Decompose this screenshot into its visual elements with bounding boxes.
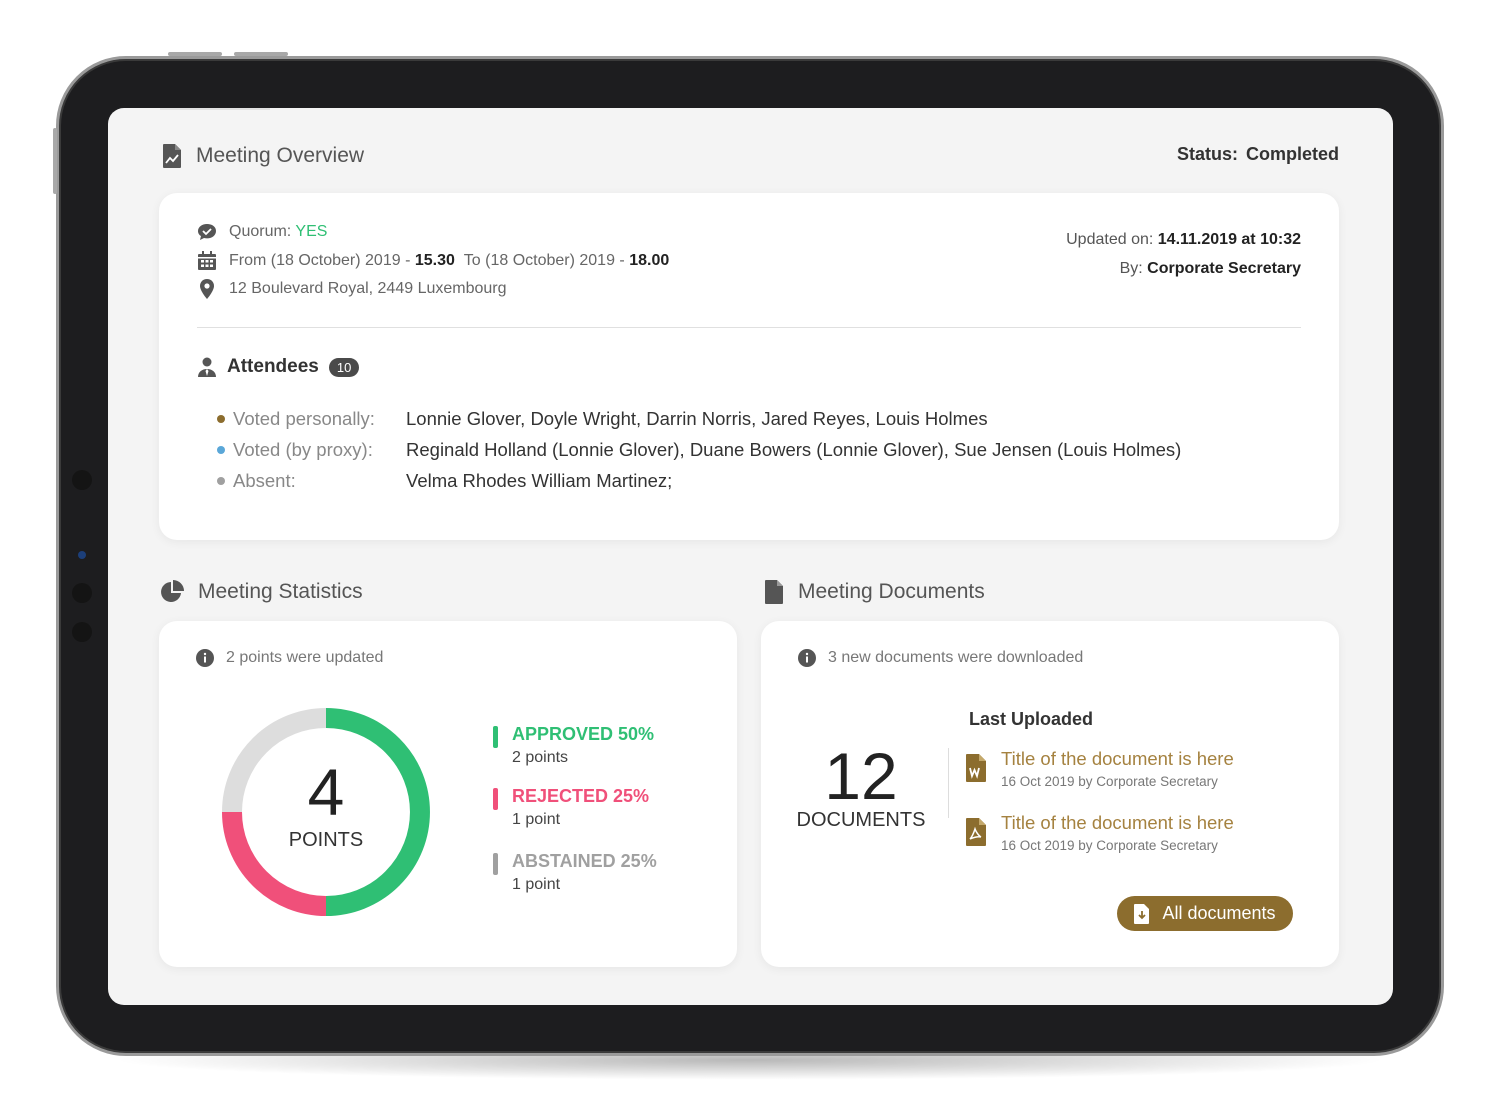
- status-label: Status:: [1176, 144, 1238, 164]
- attendees-count-badge: 10: [328, 357, 360, 377]
- status-value: Completed: [1245, 144, 1339, 164]
- status-dot: [217, 477, 225, 485]
- chat-check-icon: [198, 224, 216, 240]
- sensor: [72, 622, 92, 642]
- legend-label: ABSTAINED 25%: [512, 851, 657, 871]
- sensor: [72, 470, 92, 490]
- info-icon: [196, 649, 214, 667]
- screen: Meeting Overview Status: Completed Quorum…: [108, 108, 1393, 1005]
- attendee-row-voted-personally: Voted personally: Lonnie Glover, Doyle W…: [217, 408, 988, 430]
- statistics-header: Meeting Statistics: [160, 580, 363, 604]
- points-donut-chart: [222, 708, 430, 916]
- statistics-note-text: 2 points were updated: [226, 649, 384, 666]
- document-chart-icon: [163, 144, 181, 168]
- date-row: From (18 October) 2019 - 15.30 To (18 Oc…: [197, 251, 669, 271]
- legend-bar: [493, 726, 498, 748]
- info-icon: [798, 649, 816, 667]
- legend-sub: 1 point: [512, 876, 561, 893]
- updated-label: Updated on:: [1066, 231, 1154, 248]
- document-title-link[interactable]: Title of the document is here: [1001, 812, 1234, 833]
- donut-segment-rejected: [222, 811, 327, 916]
- all-documents-label: All documents: [1162, 903, 1276, 923]
- user-tie-icon: [198, 357, 216, 377]
- status-dot: [217, 415, 225, 423]
- donut-segment-approved: [325, 708, 430, 916]
- to-time: 18.00: [629, 252, 670, 269]
- legend-bar: [493, 853, 498, 875]
- volume-up-button: [168, 52, 222, 56]
- attendee-names: Lonnie Glover, Doyle Wright, Darrin Norr…: [406, 408, 988, 429]
- status-indicator: Status: Completed: [1177, 144, 1339, 165]
- quorum-label: Quorum:: [229, 223, 292, 240]
- legend-sub: 2 points: [512, 749, 569, 766]
- camera-lens: [78, 551, 86, 559]
- legend-label: APPROVED 50%: [512, 724, 655, 744]
- statistics-title: Meeting Statistics: [198, 580, 363, 603]
- volume-down-button: [234, 52, 288, 56]
- documents-title: Meeting Documents: [798, 580, 985, 603]
- divider: [948, 748, 949, 818]
- address: 12 Boulevard Royal, 2449 Luxembourg: [229, 280, 507, 297]
- attendee-row-absent: Absent: Velma Rhodes William Martinez;: [217, 470, 672, 492]
- pie-chart-icon: [161, 580, 184, 602]
- location-pin-icon: [200, 279, 214, 299]
- status-dot: [217, 446, 225, 454]
- documents-card: 3 new documents were downloaded 12 DOCUM…: [761, 621, 1339, 967]
- attendee-row-label: Voted (by proxy):: [233, 439, 373, 460]
- from-text: From (18 October) 2019 -: [229, 252, 415, 269]
- overview-title: Meeting Overview: [196, 144, 365, 167]
- documents-count: 12: [824, 739, 898, 813]
- document-title-link[interactable]: Title of the document is here: [1001, 748, 1234, 769]
- legend-bar: [493, 788, 498, 810]
- attendee-row-label: Voted personally:: [233, 408, 375, 429]
- word-file-icon: [966, 754, 986, 782]
- file-icon: [765, 580, 783, 604]
- attendees-header: Attendees 10: [197, 356, 360, 378]
- legend-sub: 1 point: [512, 811, 561, 828]
- updated-info: Updated on: 14.11.2019 at 10:32 By: Corp…: [1066, 225, 1301, 283]
- file-download-icon: [1134, 903, 1150, 924]
- last-uploaded-title: Last Uploaded: [969, 709, 1094, 729]
- sensor: [72, 583, 92, 603]
- points-total: 4: [307, 755, 345, 829]
- points-total-label: POINTS: [288, 829, 364, 851]
- documents-count-label: DOCUMENTS: [796, 809, 926, 831]
- all-documents-button[interactable]: All documents: [1117, 896, 1293, 931]
- donut-segment-abstained: [222, 708, 327, 813]
- statistics-note: 2 points were updated: [196, 649, 383, 667]
- overview-header: Meeting Overview: [162, 144, 364, 168]
- divider: [197, 327, 1301, 328]
- by-value: Corporate Secretary: [1147, 260, 1301, 277]
- document-meta: 16 Oct 2019 by Corporate Secretary: [1001, 774, 1218, 789]
- documents-note: 3 new documents were downloaded: [798, 649, 1083, 667]
- legend-label: REJECTED 25%: [512, 786, 650, 806]
- from-time: 15.30: [414, 252, 455, 269]
- tab-indicator: [160, 108, 270, 110]
- to-text: To (18 October) 2019 -: [463, 252, 630, 269]
- by-label: By:: [1119, 260, 1143, 277]
- documents-header: Meeting Documents: [764, 580, 985, 604]
- address-row: 12 Boulevard Royal, 2449 Luxembourg: [197, 279, 507, 299]
- quorum-row: Quorum: YES: [197, 223, 327, 241]
- attendee-names: Velma Rhodes William Martinez;: [406, 470, 673, 491]
- attendees-title: Attendees: [227, 356, 319, 377]
- attendee-row-voted-proxy: Voted (by proxy): Reginald Holland (Lonn…: [217, 439, 1181, 461]
- attendee-row-label: Absent:: [233, 470, 296, 491]
- statistics-card: 2 points were updated 4 POINTS APPROVED …: [159, 621, 737, 967]
- updated-value: 14.11.2019 at 10:32: [1157, 231, 1301, 248]
- power-button: [53, 128, 57, 194]
- documents-note-text: 3 new documents were downloaded: [828, 649, 1084, 666]
- document-meta: 16 Oct 2019 by Corporate Secretary: [1001, 838, 1218, 853]
- overview-card: Quorum: YES From (18 October) 2019 - 15.…: [159, 193, 1339, 540]
- quorum-value: YES: [295, 223, 328, 240]
- attendee-names: Reginald Holland (Lonnie Glover), Duane …: [406, 439, 1182, 460]
- calendar-icon: [198, 251, 216, 270]
- pdf-file-icon: [966, 818, 986, 846]
